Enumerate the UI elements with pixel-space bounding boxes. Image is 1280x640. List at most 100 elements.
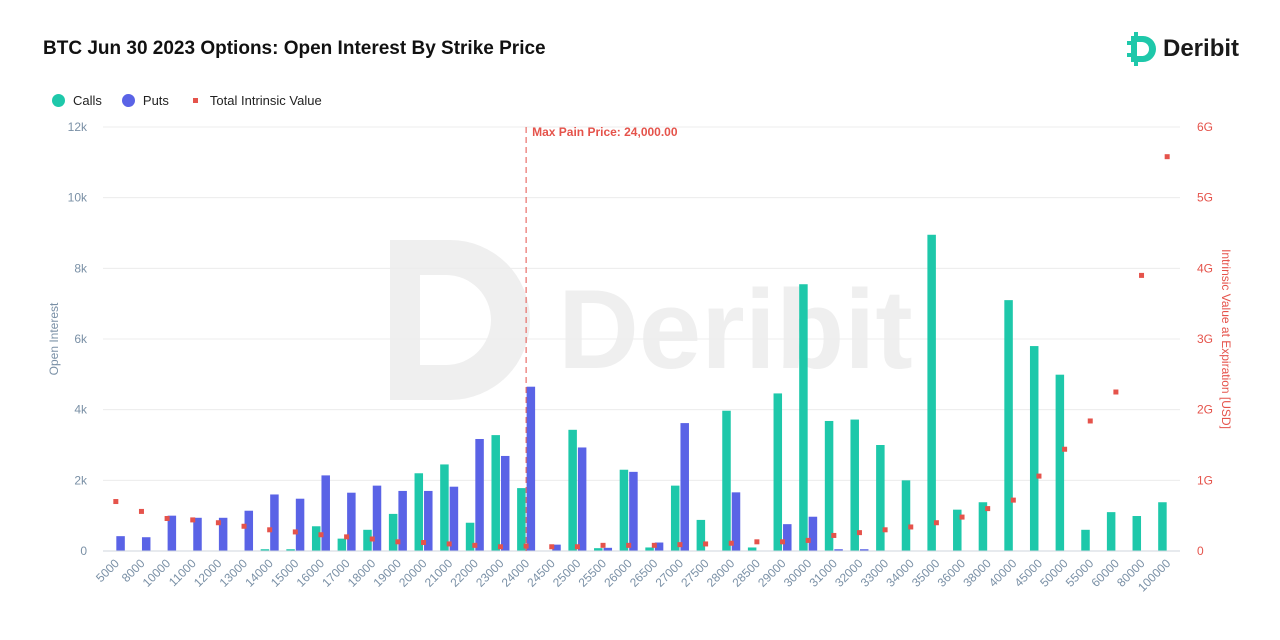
y-right-tick-label: 1G	[1197, 473, 1213, 487]
bar-puts	[193, 517, 202, 551]
intrinsic-swatch-icon	[192, 98, 198, 103]
point-intrinsic	[1113, 389, 1119, 395]
bar-calls	[850, 419, 859, 551]
point-intrinsic	[241, 523, 247, 529]
bar-calls	[1106, 512, 1116, 551]
bar-puts	[424, 490, 433, 551]
x-tick-label: 19000	[371, 556, 405, 590]
x-tick-label: 27000	[653, 556, 687, 590]
brand-name: Deribit	[1163, 35, 1240, 62]
point-intrinsic	[523, 543, 529, 549]
watermark-text: Deribit	[558, 267, 913, 392]
x-tick-label: 25500	[576, 556, 610, 590]
x-tick-label: 20000	[396, 556, 430, 590]
bar-calls	[1158, 502, 1167, 551]
legend-item-calls[interactable]: Calls	[52, 93, 102, 108]
legend-label-intrinsic: Total Intrinsic Value	[209, 93, 322, 108]
point-intrinsic	[344, 534, 350, 540]
max-pain-label: Max Pain Price: 24,000.00	[532, 125, 678, 139]
point-intrinsic	[1010, 497, 1016, 503]
bars	[116, 234, 1167, 551]
bar-puts	[372, 485, 382, 551]
bar-calls	[696, 519, 706, 551]
bar-puts	[731, 492, 741, 551]
bar-puts	[500, 455, 510, 551]
y-tick-label: 6k	[74, 332, 88, 346]
y-tick-label: 4k	[74, 403, 88, 417]
x-tick-label: 24500	[524, 556, 558, 590]
x-tick-label: 50000	[1037, 556, 1071, 590]
bar-calls	[747, 547, 757, 551]
x-tick-label: 21000	[422, 556, 456, 590]
x-tick-label: 24000	[499, 556, 533, 590]
point-intrinsic	[421, 540, 427, 546]
point-intrinsic	[497, 544, 503, 550]
bar-calls	[311, 526, 321, 551]
point-intrinsic	[728, 540, 734, 546]
point-intrinsic	[754, 539, 760, 545]
x-tick-label: 14000	[242, 556, 276, 590]
x-tick-label: 10000	[140, 556, 174, 590]
x-tick-label: 35000	[909, 556, 943, 590]
bar-calls	[824, 420, 834, 551]
x-tick-label: 29000	[755, 556, 789, 590]
x-tick-label: 31000	[806, 556, 840, 590]
point-intrinsic	[908, 524, 914, 530]
point-intrinsic	[651, 542, 657, 548]
point-intrinsic	[1139, 272, 1145, 278]
legend-item-puts[interactable]: Puts	[121, 93, 169, 108]
y-right-tick-label: 4G	[1197, 261, 1213, 275]
point-intrinsic	[882, 527, 888, 533]
bar-calls	[645, 547, 654, 551]
x-tick-label: 55000	[1063, 556, 1097, 590]
bar-puts	[577, 447, 587, 551]
bar-puts	[244, 510, 254, 551]
x-tick-label: 30000	[781, 556, 815, 590]
bar-puts	[116, 536, 125, 551]
y-axis-title: Open Interest	[47, 302, 61, 375]
bar-puts	[218, 517, 228, 551]
bar-puts	[270, 494, 279, 551]
y-right-tick-label: 6G	[1197, 120, 1213, 134]
bar-calls	[876, 445, 885, 551]
intrinsic-points	[113, 154, 1170, 550]
y-right-tick-label: 5G	[1197, 191, 1213, 205]
bar-puts	[603, 547, 613, 551]
bar-calls	[286, 549, 295, 551]
bar-calls	[1081, 529, 1090, 551]
bar-puts	[680, 423, 689, 551]
x-tick-label: 18000	[345, 556, 379, 590]
bar-puts	[475, 438, 484, 551]
bar-puts	[783, 524, 792, 551]
bar-calls	[670, 485, 680, 551]
annotations: Max Pain Price: 24,000.00	[525, 125, 678, 551]
y-right-tick-label: 0	[1197, 544, 1204, 558]
bar-calls	[594, 548, 603, 551]
bar-calls	[1004, 300, 1013, 551]
point-intrinsic	[190, 517, 196, 523]
point-intrinsic	[959, 514, 965, 520]
x-tick-label: 23000	[473, 556, 507, 590]
bar-calls	[927, 234, 936, 551]
legend-label-calls: Calls	[73, 93, 102, 108]
point-intrinsic	[831, 532, 837, 538]
bar-puts	[347, 492, 356, 551]
point-intrinsic	[1087, 418, 1093, 424]
point-intrinsic	[395, 539, 401, 545]
point-intrinsic	[318, 532, 324, 538]
x-tick-label: 26500	[627, 556, 661, 590]
bar-puts	[654, 542, 664, 551]
point-intrinsic	[1062, 446, 1068, 452]
x-tick-label: 13000	[217, 556, 251, 590]
point-intrinsic	[805, 537, 811, 543]
x-tick-label: 27500	[678, 556, 712, 590]
y-tick-label: 12k	[68, 120, 88, 134]
x-tick-label: 45000	[1012, 556, 1046, 590]
legend-item-intrinsic[interactable]: Total Intrinsic Value	[189, 93, 322, 108]
y-right-tick-label: 2G	[1197, 403, 1213, 417]
bar-puts	[526, 386, 536, 551]
bar-calls	[978, 502, 988, 551]
bar-calls	[337, 538, 347, 551]
bar-puts	[834, 549, 843, 551]
